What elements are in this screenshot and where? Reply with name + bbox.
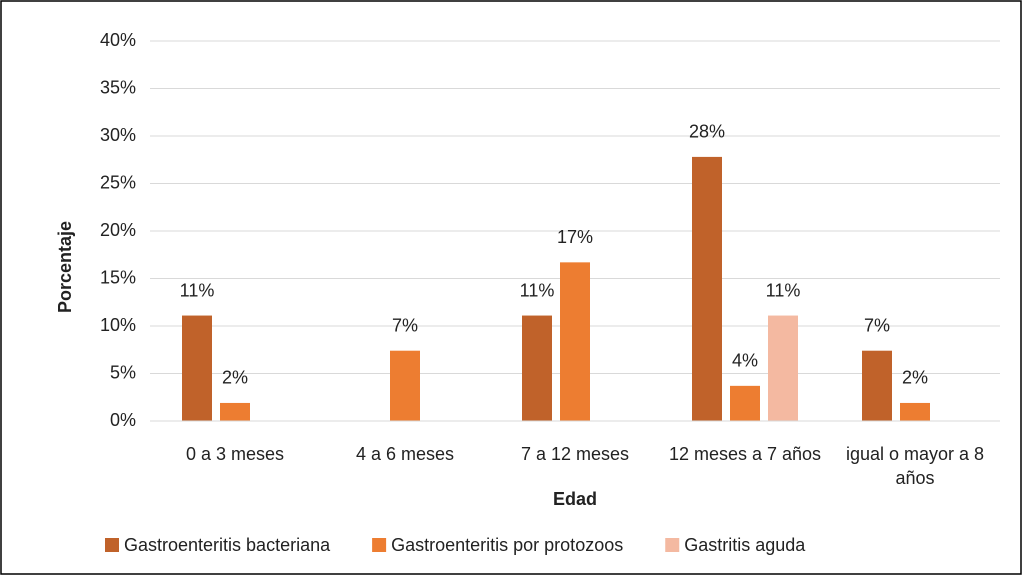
bar — [900, 402, 930, 421]
x-tick-label: 7 a 12 meses — [521, 444, 629, 464]
y-tick-label: 35% — [100, 77, 136, 97]
x-tick-label: igual o mayor a 8 años — [846, 444, 984, 488]
legend-swatch — [372, 538, 387, 552]
data-label: 11% — [520, 280, 555, 300]
bar — [862, 350, 892, 421]
y-tick-label: 15% — [100, 267, 136, 287]
legend-label: Gastroenteritis por protozoos — [391, 535, 623, 555]
data-label: 7% — [392, 315, 418, 335]
data-label: 11% — [766, 280, 801, 300]
y-axis-title: Porcentaje — [55, 221, 75, 313]
bar — [560, 262, 590, 421]
y-tick-label: 5% — [110, 362, 136, 382]
data-label: 2% — [902, 368, 928, 388]
x-tick-label: 0 a 3 meses — [186, 444, 284, 464]
y-tick-label: 30% — [100, 125, 136, 145]
data-label: 2% — [222, 368, 248, 388]
y-tick-label: 10% — [100, 315, 136, 335]
bar — [692, 156, 722, 421]
data-label: 7% — [864, 315, 890, 335]
bar — [730, 385, 760, 421]
x-axis-title: Edad — [553, 489, 597, 509]
bar — [522, 315, 552, 421]
bar — [390, 350, 420, 421]
legend-swatch — [665, 538, 680, 552]
x-tick-label: 12 meses a 7 años — [669, 444, 821, 464]
data-label: 4% — [732, 351, 758, 371]
x-tick-label: 4 a 6 meses — [356, 444, 454, 464]
data-label: 17% — [557, 227, 593, 247]
y-tick-label: 20% — [100, 220, 136, 240]
bar — [220, 402, 250, 421]
y-tick-label: 40% — [100, 30, 136, 50]
y-tick-label: 0% — [110, 410, 136, 430]
legend-label: Gastritis aguda — [684, 535, 806, 555]
data-label: 11% — [180, 280, 215, 300]
data-label: 28% — [689, 122, 725, 142]
bar — [768, 315, 798, 421]
y-tick-label: 25% — [100, 172, 136, 192]
legend-label: Gastroenteritis bacteriana — [124, 535, 331, 555]
bar — [182, 315, 212, 421]
legend-swatch — [105, 538, 119, 552]
